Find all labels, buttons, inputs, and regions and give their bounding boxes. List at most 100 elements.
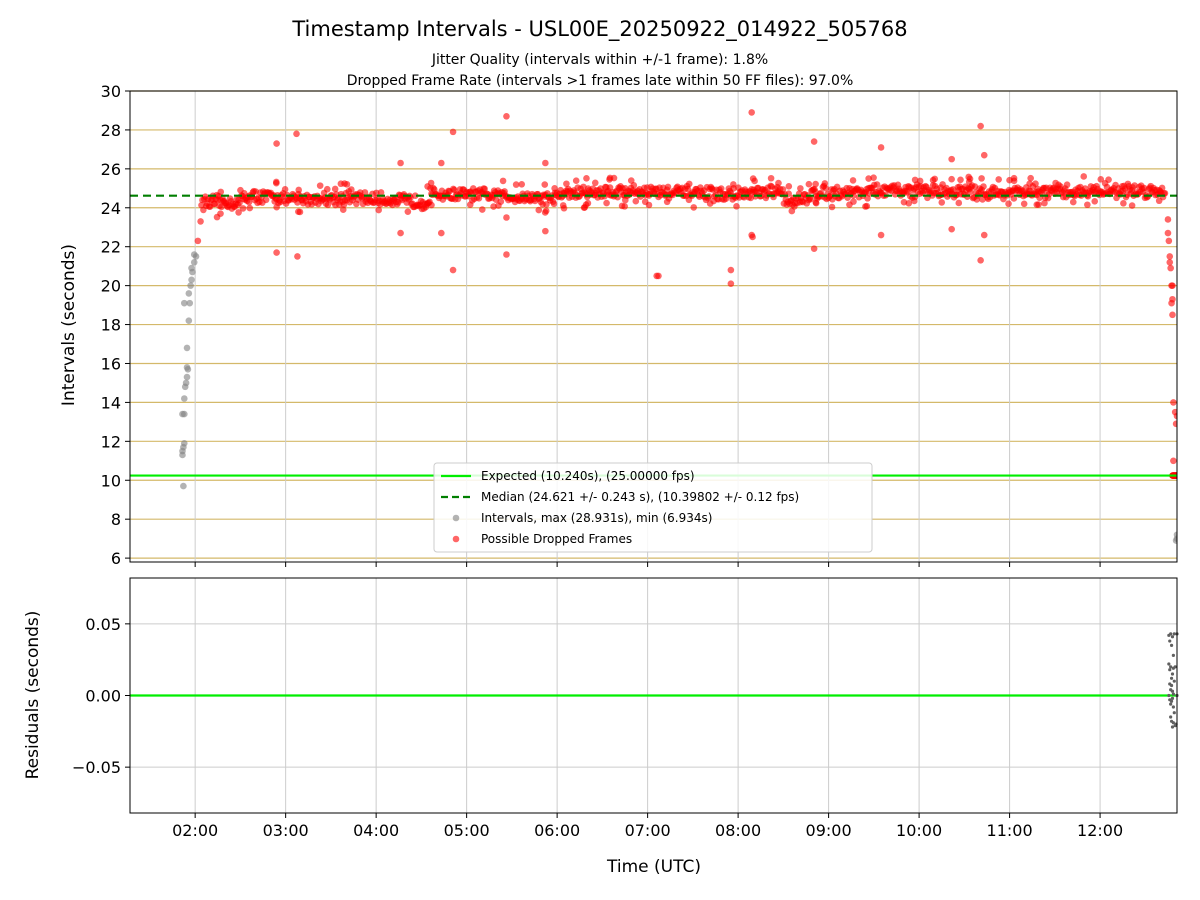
dropped-frame-point	[995, 176, 1002, 183]
dropped-frame-point	[466, 201, 474, 209]
top-y-tick-label: 14	[101, 393, 121, 412]
dropped-frame-point	[563, 180, 570, 188]
dropped-frame-point	[535, 206, 543, 214]
top-y-tick-label: 16	[101, 354, 121, 373]
dropped-frame-point	[978, 175, 985, 182]
dropped-frame-point	[377, 189, 385, 196]
dropped-frame-point	[331, 185, 339, 193]
dropped-frame-point	[807, 195, 814, 203]
dropped-frame-point	[375, 206, 382, 214]
dropped-frame-point	[706, 200, 714, 207]
residual-point	[1172, 679, 1176, 683]
dropped-frame-point	[341, 180, 348, 187]
x-tick-label: 08:00	[715, 821, 761, 840]
residual-point	[1169, 676, 1174, 680]
residual-point	[1169, 683, 1174, 688]
x-tick-label: 06:00	[534, 821, 580, 840]
x-tick-label: 09:00	[806, 821, 852, 840]
dropped-frame-point	[348, 186, 355, 193]
dropped-frame-point	[727, 266, 735, 274]
x-tick-label: 02:00	[172, 821, 218, 840]
interval-point	[185, 317, 193, 324]
dropped-frame-point	[916, 177, 924, 185]
residual-point	[1167, 662, 1171, 666]
bottom-plot-frame	[129, 577, 1178, 814]
dropped-frame-point	[948, 225, 955, 233]
dropped-frame-point	[977, 257, 984, 264]
dropped-frame-point	[427, 179, 435, 187]
dropped-frame-point	[542, 227, 549, 235]
dropped-frame-point	[437, 159, 445, 167]
top-y-tick-label: 24	[101, 199, 121, 218]
legend-expected-label: Expected (10.240s), (25.00000 fps)	[481, 469, 695, 483]
dropped-frame-point	[1080, 173, 1088, 180]
dropped-frame-point	[1020, 200, 1028, 208]
dropped-frame-point	[449, 128, 457, 136]
dropped-frame-point	[684, 185, 692, 193]
dropped-frame-point	[785, 183, 793, 190]
dropped-frame-point	[518, 180, 526, 188]
bottom-y-tick-label: −0.05	[72, 758, 121, 777]
dropped-frame-point	[1166, 258, 1174, 266]
dropped-frame-point	[1041, 199, 1048, 207]
dropped-frame-point	[610, 174, 618, 182]
dropped-frame-point	[541, 181, 549, 188]
dropped-frame-point	[603, 199, 610, 207]
dropped-frame-point	[1172, 420, 1177, 428]
dropped-frame-point	[550, 200, 558, 208]
dropped-frame-point	[235, 209, 242, 216]
dropped-frame-point	[846, 201, 853, 208]
dropped-frame-point	[821, 180, 829, 187]
top-y-tick-label: 10	[101, 471, 121, 490]
dropped-frame-point	[822, 185, 830, 192]
dropped-frame-point	[1167, 264, 1174, 272]
dropped-frame-point	[194, 237, 202, 245]
dropped-frame-point	[542, 207, 550, 215]
dropped-frame-point	[294, 253, 301, 260]
dropped-frame-point	[217, 210, 224, 217]
residual-point	[1170, 672, 1175, 676]
dropped-frame-point	[948, 155, 955, 163]
dropped-frame-point	[273, 203, 280, 211]
dropped-frame-point	[1155, 197, 1163, 205]
dropped-frame-point	[262, 196, 270, 204]
dropped-frame-point	[828, 203, 836, 211]
dropped-frame-point	[812, 199, 820, 207]
dropped-frame-point	[1120, 200, 1127, 207]
dropped-frame-point	[197, 218, 204, 225]
dropped-frame-point	[632, 197, 640, 205]
dropped-frame-point	[655, 272, 662, 280]
x-tick-label: 05:00	[444, 821, 490, 840]
dropped-frame-point	[1027, 174, 1034, 182]
residual-point	[1172, 632, 1176, 636]
bottom-y-tick-label: 0.00	[85, 687, 121, 706]
dropped-frame-point	[1063, 181, 1071, 189]
dropped-frame-point	[295, 186, 303, 194]
subtitle-dropped-rate: Dropped Frame Rate (intervals >1 frames …	[347, 73, 854, 89]
dropped-frame-point	[324, 201, 332, 209]
dropped-frame-point	[862, 203, 869, 210]
dropped-frame-point	[217, 188, 225, 196]
top-y-tick-label: 8	[111, 510, 121, 529]
dropped-frame-point	[1005, 200, 1012, 208]
dropped-frame-point	[767, 174, 775, 182]
dropped-frame-point	[900, 198, 908, 206]
top-points	[130, 109, 1177, 544]
legend-intervals-swatch	[452, 514, 460, 522]
dropped-frame-point	[512, 181, 520, 188]
dropped-frame-point	[1164, 229, 1172, 237]
dropped-frame-point	[733, 202, 740, 210]
dropped-frame-point	[1035, 201, 1042, 208]
subtitle-jitter: Jitter Quality (intervals within +/-1 fr…	[431, 52, 768, 68]
dropped-frame-point	[748, 109, 755, 116]
dropped-frame-point	[797, 185, 804, 192]
dropped-frame-point	[849, 177, 857, 184]
dropped-frame-point	[690, 204, 698, 211]
interval-point	[180, 482, 187, 490]
x-tick-label: 10:00	[896, 821, 942, 840]
dropped-frame-point	[1097, 176, 1105, 183]
legend-box	[433, 462, 873, 553]
residual-point	[1171, 721, 1175, 725]
dropped-frame-point	[428, 201, 435, 209]
dropped-frame-point	[1173, 412, 1177, 420]
